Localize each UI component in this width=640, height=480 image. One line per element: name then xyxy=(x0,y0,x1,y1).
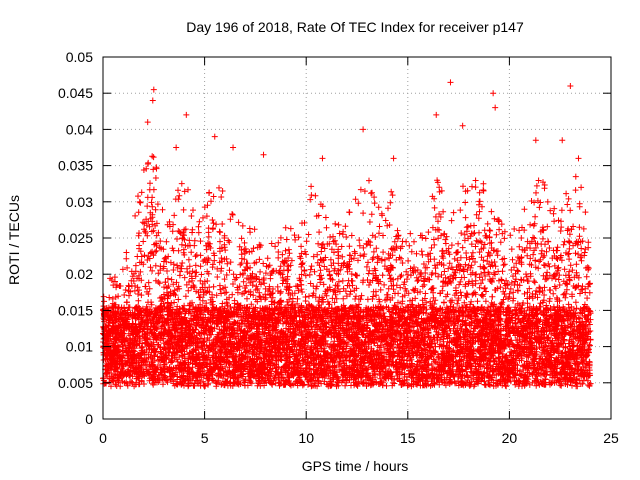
x-tick-label: 0 xyxy=(99,430,107,446)
axis-ticks: 0 0.005 0.01 0.015 0.02 0.025 0.03 0.035 0.04 0.0… xyxy=(58,49,619,446)
x-tick-label: 20 xyxy=(502,430,518,446)
peak-point xyxy=(230,144,237,151)
peak-point xyxy=(532,137,539,144)
y-tick-label: 0.01 xyxy=(66,339,93,355)
peak-point xyxy=(319,155,326,162)
y-tick-label: 0.02 xyxy=(66,266,93,282)
peak-point xyxy=(360,126,367,133)
peak-point xyxy=(173,144,180,151)
peak-point xyxy=(183,111,190,118)
chart-title: Day 196 of 2018, Rate Of TEC Index for r… xyxy=(186,19,524,35)
peak-point xyxy=(575,155,582,162)
y-tick-label: 0.03 xyxy=(66,194,93,210)
peak-point xyxy=(149,97,156,104)
peak-point xyxy=(433,111,440,118)
x-tick-label: 15 xyxy=(400,430,416,446)
y-tick-label: 0.025 xyxy=(58,230,93,246)
x-tick-label: 25 xyxy=(603,430,619,446)
peak-point xyxy=(144,119,151,126)
x-tick-label: 5 xyxy=(201,430,209,446)
y-axis-label: ROTI / TECUs xyxy=(6,195,22,285)
x-tick-label: 10 xyxy=(298,430,314,446)
y-tick-label: 0.035 xyxy=(58,158,93,174)
y-tick-label: 0.015 xyxy=(58,302,93,318)
data-points xyxy=(100,79,594,390)
scatter-point-cloud xyxy=(100,153,594,390)
y-tick-label: 0 xyxy=(85,411,93,427)
peak-point xyxy=(447,79,454,86)
peak-point xyxy=(459,122,466,129)
y-tick-label: 0.005 xyxy=(58,375,93,391)
peak-point xyxy=(150,86,157,93)
peak-point xyxy=(490,90,497,97)
y-tick-label: 0.045 xyxy=(58,85,93,101)
peak-point xyxy=(390,155,397,162)
peak-point xyxy=(260,151,267,158)
peak-point xyxy=(492,104,499,111)
y-tick-label: 0.04 xyxy=(66,121,93,137)
peak-point xyxy=(567,82,574,89)
peak-point xyxy=(559,137,566,144)
y-tick-label: 0.05 xyxy=(66,49,93,65)
peak-point xyxy=(211,133,218,140)
x-axis-label: GPS time / hours xyxy=(302,458,409,474)
